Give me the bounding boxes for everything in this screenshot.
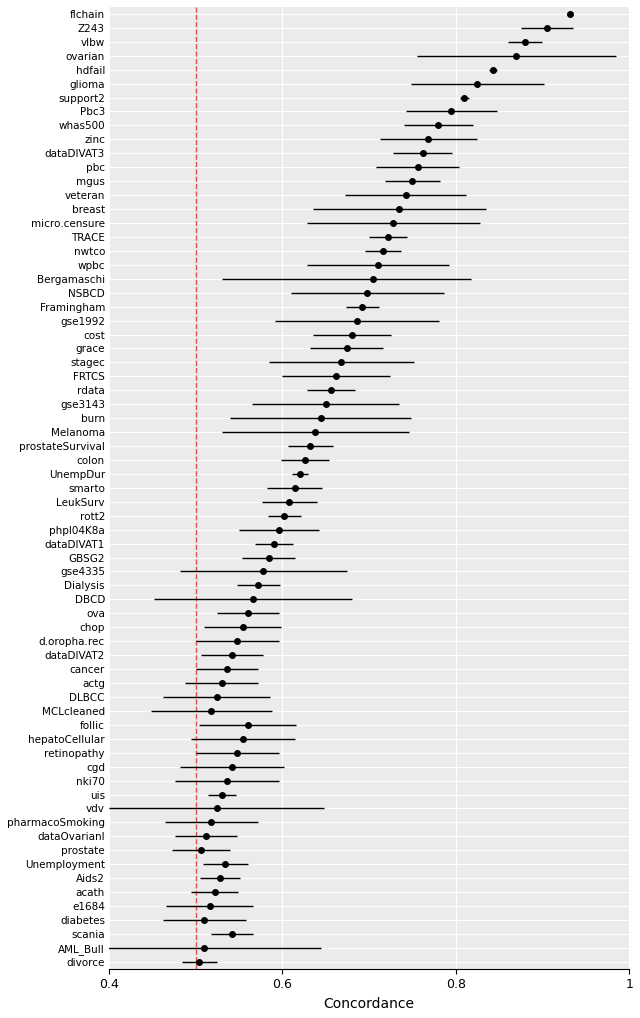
X-axis label: Concordance: Concordance <box>324 997 415 1011</box>
